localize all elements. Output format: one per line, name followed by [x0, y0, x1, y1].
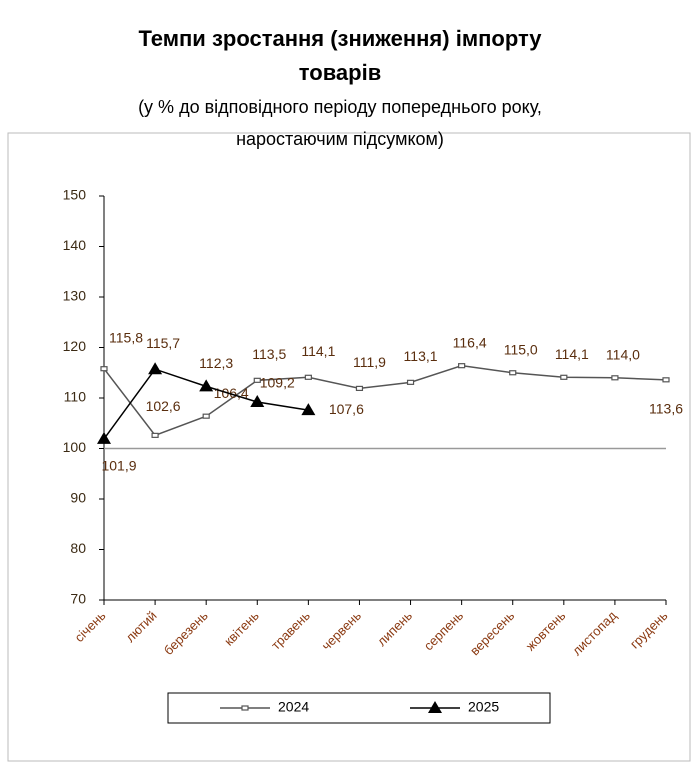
point-marker: [199, 379, 214, 392]
data-label: 113,5: [252, 346, 286, 362]
title-line: Темпи зростання (зниження) імпорту: [138, 26, 542, 51]
y-tick-label: 120: [63, 338, 87, 354]
point-marker: [151, 432, 159, 438]
y-tick-label: 70: [70, 591, 86, 607]
subtitle-line: (у % до відповідного періоду попередньог…: [138, 97, 542, 117]
point-marker: [509, 370, 517, 376]
point-marker: [662, 377, 670, 383]
y-tick-label: 90: [70, 490, 86, 506]
chart-subtitle: (у % до відповідного періоду попередньог…: [138, 97, 542, 149]
x-tick-label: грудень: [627, 608, 671, 652]
data-label: 107,6: [329, 401, 364, 417]
point-marker: [428, 701, 442, 713]
x-tick-label: березень: [161, 608, 211, 658]
x-tick-label: вересень: [467, 608, 517, 658]
legend-label: 2025: [468, 699, 499, 715]
point-marker: [100, 366, 108, 372]
y-tick-label: 110: [64, 389, 87, 405]
y-tick-label: 80: [70, 540, 86, 556]
x-tick-label: серпень: [421, 608, 467, 654]
point-marker: [148, 362, 163, 375]
y-tick-label: 100: [63, 439, 87, 455]
chart-title: Темпи зростання (зниження) імпорту товарі…: [138, 26, 542, 85]
point-marker: [241, 705, 249, 711]
y-tick-label: 150: [63, 187, 87, 203]
x-tick-label: лютий: [122, 608, 159, 645]
x-tick-label: листопад: [569, 608, 620, 659]
data-label: 113,6: [649, 401, 683, 417]
point-marker: [253, 377, 261, 383]
series-line: [103, 364, 667, 437]
data-label: 102,6: [146, 398, 181, 414]
x-tick-label: травень: [268, 608, 313, 653]
point-marker: [304, 374, 312, 380]
data-label: 115,7: [146, 335, 180, 351]
data-label: 101,9: [101, 458, 136, 474]
x-tick-label: січень: [72, 608, 109, 645]
legend-label: 2024: [278, 699, 309, 715]
x-tick-label: червень: [319, 608, 365, 654]
y-tick-label: 140: [63, 237, 87, 253]
title-line: товарів: [299, 60, 381, 85]
point-marker: [406, 379, 415, 385]
y-tick-label: 130: [63, 288, 87, 304]
data-label: 115,0: [504, 341, 538, 357]
data-label: 111,9: [353, 354, 386, 370]
data-label: 113,1: [404, 348, 438, 364]
x-tick-label: жовтень: [523, 608, 569, 654]
chart-frame: [7, 132, 691, 762]
point-marker: [202, 413, 210, 419]
data-label: 114,1: [301, 343, 335, 359]
point-marker: [458, 363, 466, 369]
point-marker: [560, 374, 568, 380]
data-label: 109,2: [260, 375, 295, 391]
subtitle-line: наростаючим підсумком): [236, 129, 444, 149]
point-marker: [250, 395, 265, 408]
data-label: 115,8: [109, 329, 143, 345]
x-tick-label: липень: [374, 608, 415, 649]
data-label: 114,1: [555, 346, 589, 362]
data-label: 116,4: [453, 334, 487, 350]
data-label: 112,3: [199, 355, 233, 371]
point-marker: [97, 431, 111, 444]
point-marker: [301, 403, 316, 416]
point-marker: [355, 385, 364, 392]
x-tick-label: квітень: [221, 608, 262, 649]
data-label: 114,0: [606, 347, 640, 363]
point-marker: [611, 375, 619, 381]
